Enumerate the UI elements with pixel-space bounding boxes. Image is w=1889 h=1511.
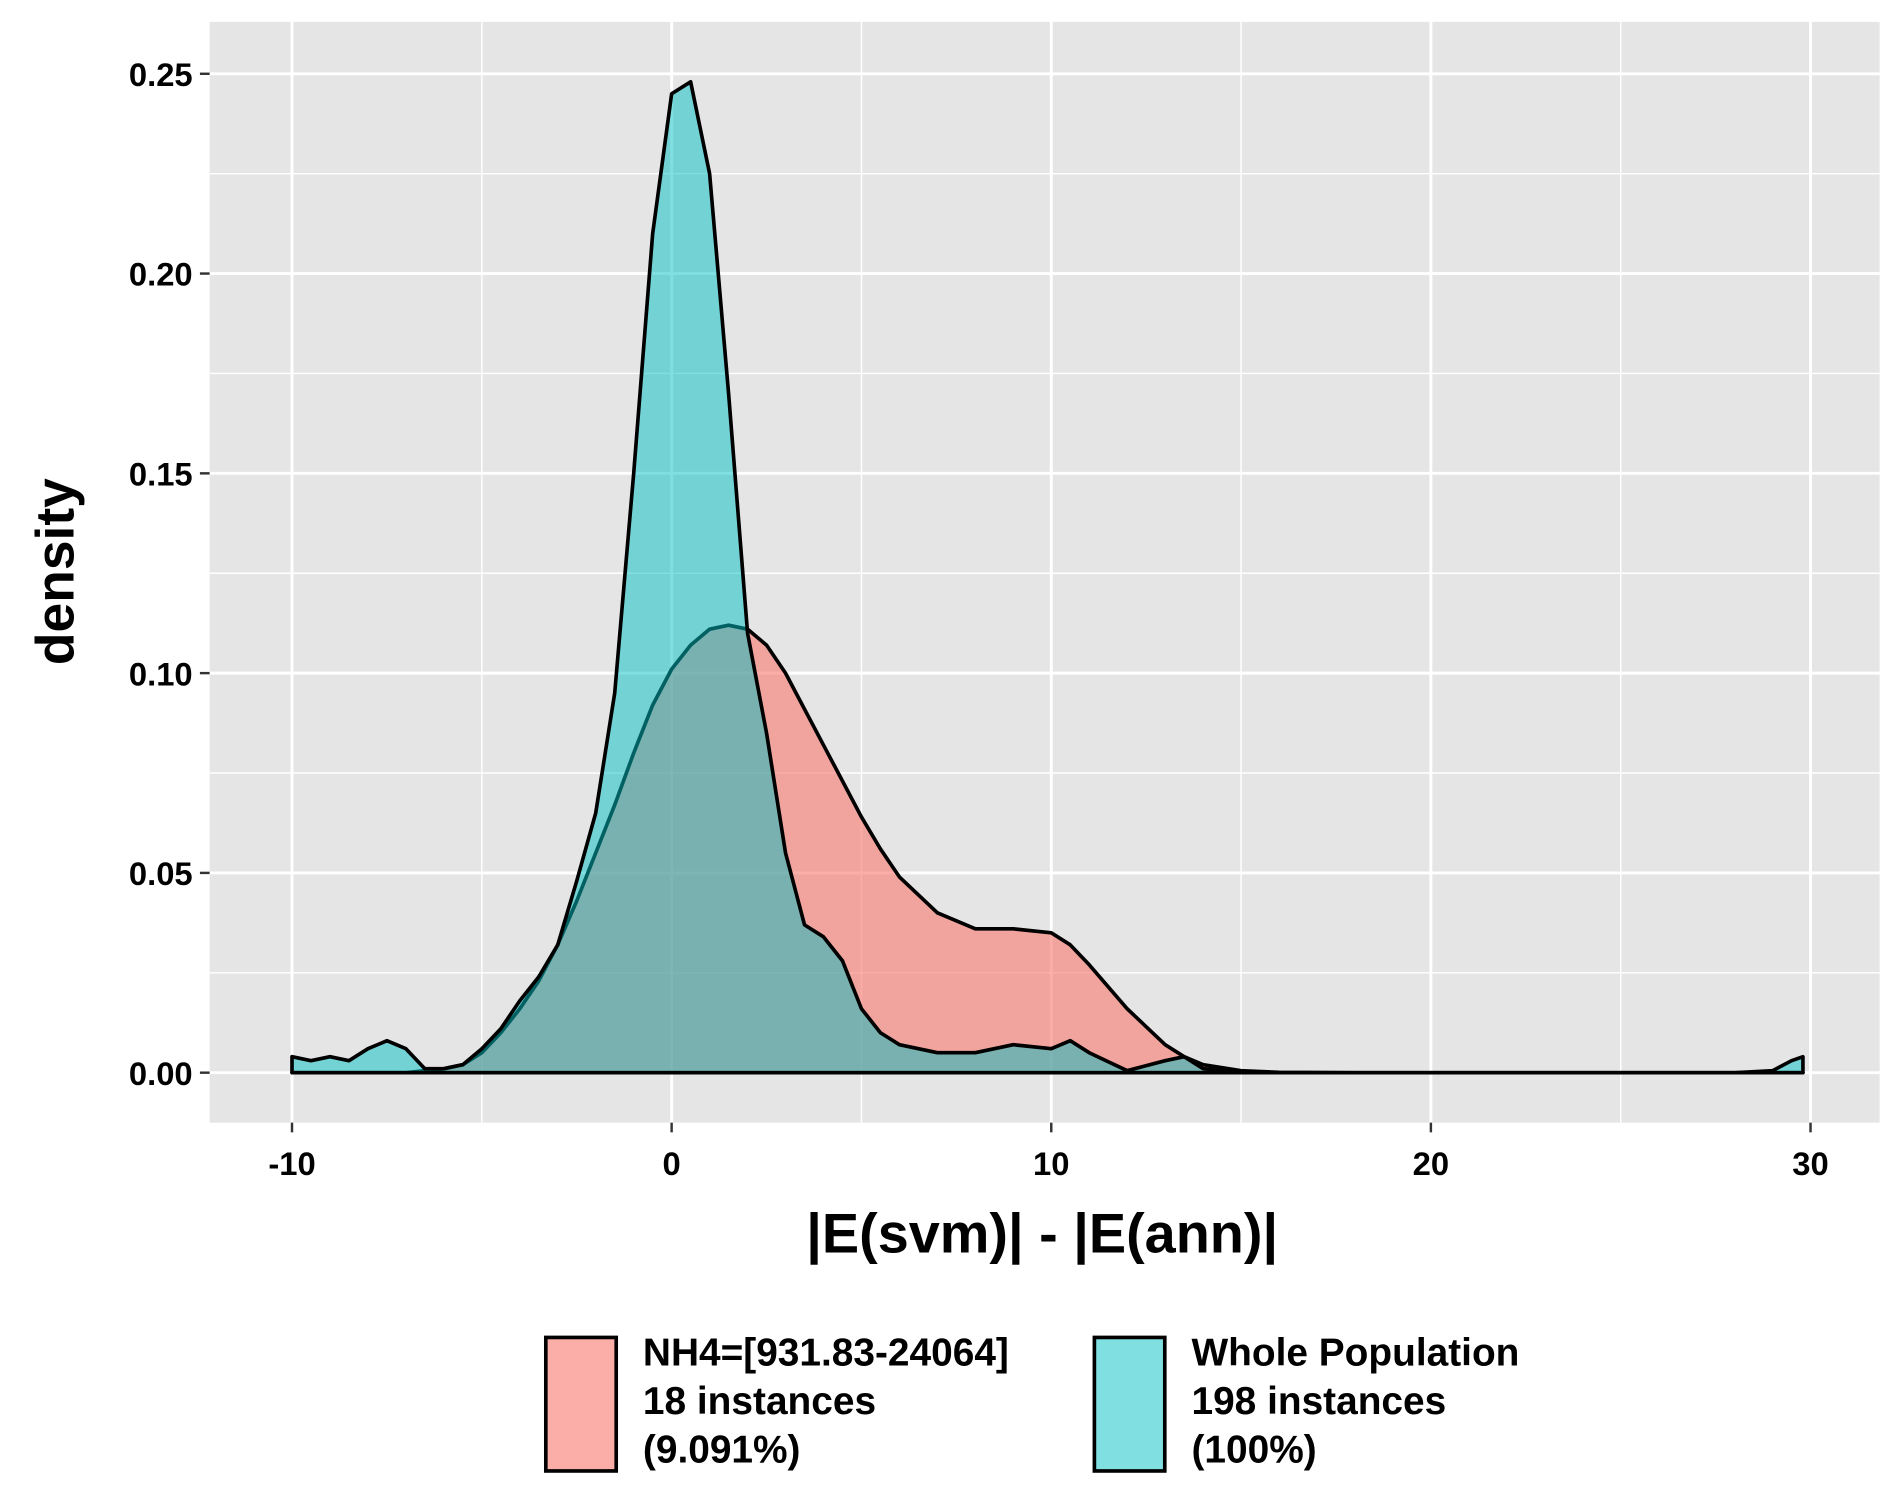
y-tick-label: 0.10 (129, 655, 193, 692)
x-axis-title: |E(svm)| - |E(ann)| (806, 1201, 1278, 1265)
x-tick-label: -10 (268, 1145, 315, 1182)
x-tick-label: 0 (663, 1145, 681, 1182)
legend-label: Whole Population 198 instances (100%) (1191, 1330, 1520, 1471)
y-tick-label: 0.00 (129, 1055, 193, 1092)
x-tick-label: 20 (1413, 1145, 1449, 1182)
y-tick-label: 0.25 (129, 56, 193, 93)
legend-label-box: NH4=[931.83-24064] 18 instances (9.091%) (642, 1330, 1009, 1471)
x-tick-label: 30 (1792, 1145, 1828, 1182)
y-tick-label: 0.20 (129, 256, 193, 293)
density-area (290, 79, 1805, 1075)
legend-label-box: Whole Population 198 instances (100%) (1191, 1330, 1520, 1471)
legend-label: NH4=[931.83-24064] 18 instances (9.091%) (642, 1330, 1009, 1471)
legend-key (1092, 1335, 1167, 1473)
x-tick-label: 10 (1033, 1145, 1069, 1182)
y-tick-label: 0.15 (129, 455, 193, 492)
y-tick-label: 0.05 (129, 855, 193, 892)
y-axis-title: density (27, 478, 86, 665)
legend-key (543, 1335, 619, 1473)
